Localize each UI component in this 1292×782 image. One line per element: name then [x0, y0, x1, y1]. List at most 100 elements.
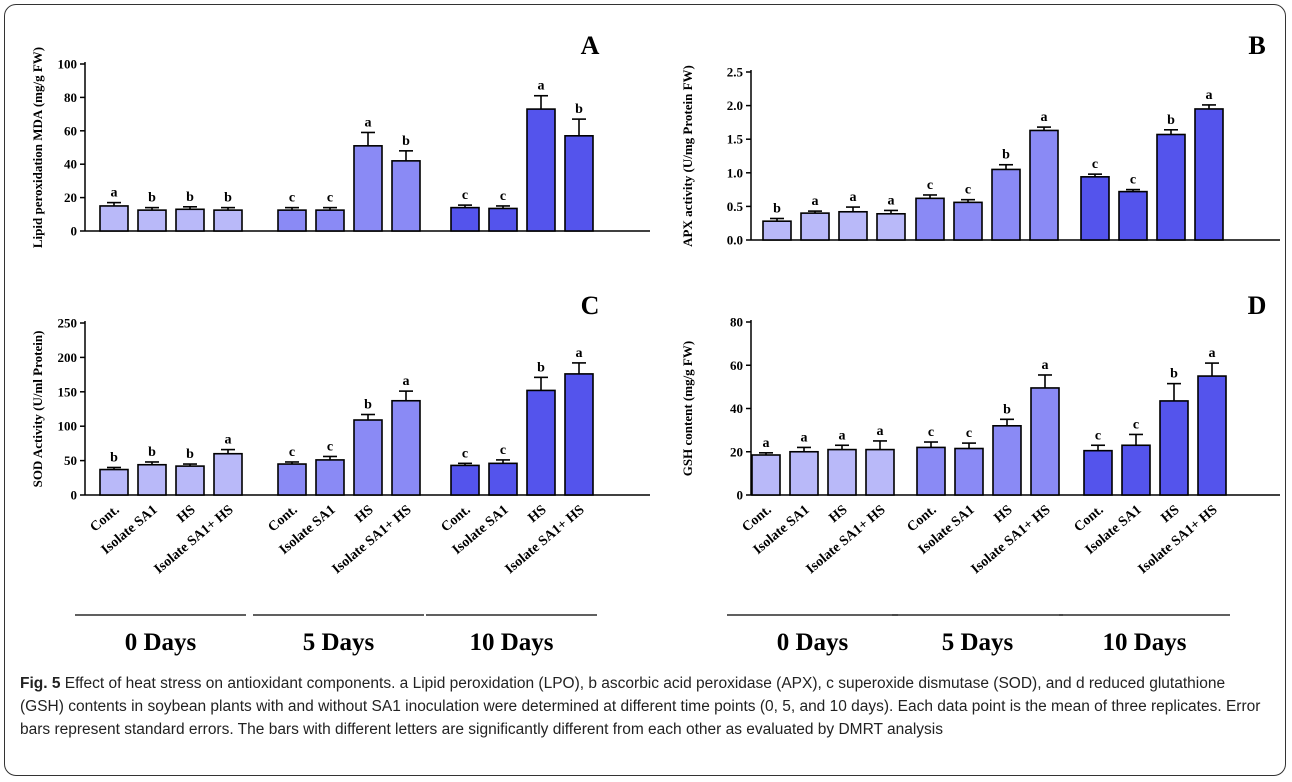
significance-letter: c — [327, 439, 333, 454]
bar — [353, 145, 383, 232]
significance-letter: a — [576, 346, 583, 361]
significance-letter: b — [186, 190, 194, 205]
significance-letter: a — [1042, 358, 1049, 373]
bar — [1118, 190, 1148, 241]
significance-letter: c — [327, 191, 333, 206]
y-axis-label: GSH content (mg/g FW) — [680, 341, 695, 476]
bar — [315, 209, 345, 232]
bar — [1197, 375, 1227, 496]
x-category-label: HS — [526, 502, 550, 526]
y-tick-label: 100 — [58, 57, 78, 72]
bar — [526, 389, 556, 496]
y-tick-label: 150 — [58, 384, 78, 399]
group-label: 10 Days — [469, 629, 553, 656]
bar — [391, 399, 421, 496]
significance-letter: b — [1167, 113, 1175, 128]
y-tick-label: 50 — [64, 453, 77, 468]
bar — [175, 208, 205, 232]
significance-letter: a — [538, 79, 545, 94]
y-tick-label: 20 — [730, 444, 743, 459]
bar — [800, 212, 830, 241]
significance-letter: a — [763, 436, 770, 451]
y-tick-label: 1.5 — [727, 132, 744, 147]
bar — [277, 209, 307, 232]
significance-letter: a — [1209, 346, 1216, 361]
chart-panel-b: B APX activity (U/mg Protein FW) 0.0 0.5 1.0… — [680, 31, 1280, 248]
significance-letter: b — [1003, 402, 1011, 417]
significance-letter: c — [1092, 157, 1098, 172]
y-tick-label: 100 — [58, 419, 78, 434]
x-category-label: HS — [1159, 502, 1183, 526]
bar — [827, 448, 857, 496]
y-tick-label: 60 — [64, 123, 77, 138]
y-tick-label: 0 — [71, 488, 78, 503]
group-label: 0 Days — [777, 629, 849, 656]
y-tick-label: 2.0 — [727, 98, 743, 113]
significance-letter: b — [575, 102, 583, 117]
y-tick-label: 200 — [58, 350, 78, 365]
panel-letter: D — [1248, 291, 1267, 320]
significance-letter: b — [364, 398, 372, 413]
significance-letter: a — [801, 430, 808, 445]
y-tick-label: 0.0 — [727, 233, 743, 248]
significance-letter: c — [927, 178, 933, 193]
bar — [391, 160, 421, 232]
x-category-label: HS — [175, 502, 199, 526]
significance-letter: b — [224, 191, 232, 206]
bar — [954, 447, 984, 496]
y-tick-label: 20 — [64, 190, 77, 205]
bar — [1121, 444, 1151, 496]
significance-letter: a — [839, 428, 846, 443]
x-category-label: HS — [353, 502, 377, 526]
y-tick-label: 40 — [64, 157, 77, 172]
bar — [915, 197, 945, 241]
significance-letter: a — [850, 190, 857, 205]
group-label: 0 Days — [125, 629, 197, 656]
y-tick-label: 1.0 — [727, 165, 743, 180]
bar — [488, 462, 518, 496]
y-tick-label: 80 — [64, 90, 77, 105]
bar — [488, 207, 518, 232]
bar — [99, 468, 129, 496]
x-category-label: HS — [992, 502, 1016, 526]
bar — [1083, 449, 1113, 496]
bar — [865, 448, 895, 496]
panel-letter: B — [1248, 31, 1265, 60]
bar — [953, 201, 983, 241]
bar — [762, 220, 792, 241]
bar — [99, 205, 129, 232]
panel-letter: A — [581, 31, 600, 60]
y-axis-label: SOD Activity (U/ml Protein) — [30, 331, 45, 488]
y-tick-label: 0 — [71, 224, 78, 239]
y-tick-label: 250 — [58, 316, 78, 331]
bar — [751, 454, 781, 496]
bar — [526, 108, 556, 232]
significance-letter: c — [1133, 417, 1139, 432]
significance-letter: a — [1041, 110, 1048, 125]
significance-letter: c — [966, 426, 972, 441]
significance-letter: c — [1095, 428, 1101, 443]
chart-panel-a: A Lipid peroxidation MDA (mg/g FW) 0 20 40 60… — [30, 31, 650, 248]
x-category-label: HS — [827, 502, 851, 526]
bar — [315, 459, 345, 496]
significance-letter: c — [462, 188, 468, 203]
y-tick-label: 60 — [730, 358, 743, 373]
significance-letter: c — [462, 446, 468, 461]
significance-letter: b — [402, 134, 410, 149]
bar — [213, 452, 243, 496]
significance-letter: a — [888, 193, 895, 208]
bar — [353, 419, 383, 496]
bar — [450, 464, 480, 496]
figure-canvas: A Lipid peroxidation MDA (mg/g FW) 0 20 40 60… — [30, 31, 1280, 656]
bar — [450, 206, 480, 232]
bar — [1194, 108, 1224, 241]
bar — [1080, 176, 1110, 241]
bar — [1029, 129, 1059, 241]
significance-letter: b — [186, 447, 194, 462]
significance-letter: a — [365, 115, 372, 130]
significance-letter: b — [148, 445, 156, 460]
bar — [916, 446, 946, 496]
bar — [992, 424, 1022, 496]
bar — [175, 465, 205, 496]
bar — [564, 135, 594, 232]
